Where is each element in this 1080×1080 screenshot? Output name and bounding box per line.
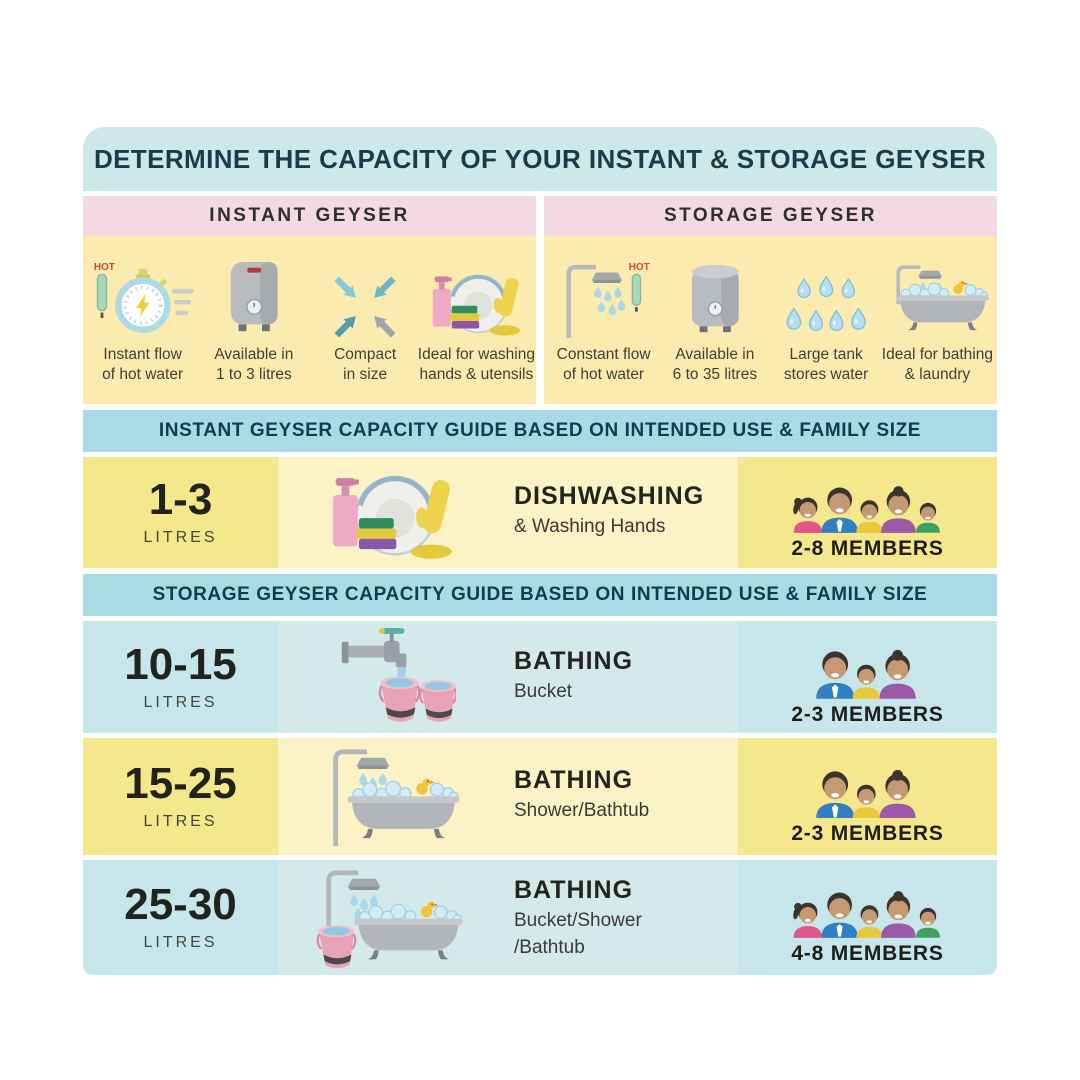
litres-unit: LITRES (143, 934, 218, 951)
storage-guide-band: STORAGE GEYSER CAPACITY GUIDE BASED ON I… (83, 574, 997, 616)
feature-caption: Ideal for washing (417, 346, 535, 363)
instant-geyser-header: INSTANT GEYSER (83, 196, 536, 236)
hot-label: HOT (629, 262, 650, 273)
shower-bucket-bathtub-icon (317, 869, 464, 969)
litres-box: 1-3 LITRES (83, 457, 278, 568)
feature-caption: Compact (334, 346, 397, 363)
dishwashing-items-icon (430, 272, 522, 338)
litres-range: 10-15 (124, 639, 237, 689)
litres-unit: LITRES (143, 693, 218, 711)
use-subtitle: & Washing Hands (514, 516, 666, 537)
geyser-capacity-infographic: DETERMINE THE CAPACITY OF YOUR INSTANT &… (83, 127, 997, 975)
litres-range: 15-25 (124, 759, 237, 808)
feature-compact: Compact in size (310, 244, 421, 404)
tap-buckets-icon (341, 627, 456, 723)
shower-hot-icon: HOT (566, 262, 650, 338)
use-title: BATHING (514, 876, 634, 904)
page-title: DETERMINE THE CAPACITY OF YOUR INSTANT &… (93, 143, 987, 174)
use-title: DISHWASHING (514, 482, 705, 510)
use-title: BATHING (514, 646, 634, 675)
members-label: 2-3 MEMBERS (791, 702, 944, 726)
use-title: BATHING (514, 766, 634, 794)
capacity-row-25-30: 25-30 LITRES BATHING Bucket/Sh (83, 860, 997, 975)
feature-bathing-laundry: Ideal for bathing & laundry (882, 244, 993, 404)
litres-unit: LITRES (143, 529, 218, 546)
bathtub-shower-icon (896, 265, 990, 331)
family-3-icon (814, 631, 922, 699)
litres-box: 25-30 LITRES (83, 860, 278, 975)
feature-available-litres-storage: Available in 6 to 35 litres (659, 244, 770, 404)
feature-caption: Large tank (789, 346, 863, 363)
feature-caption: Instant flow (103, 346, 182, 363)
capacity-row-10-15: 10-15 LITRES BATHING Bucket 2-3 MEMBERS (83, 621, 997, 733)
feature-constant-flow: HOT Constant flow of hot water (548, 244, 659, 404)
geyser-type-columns: INSTANT GEYSER HOT (83, 196, 997, 404)
use-subtitle: Bucket (514, 680, 573, 702)
hot-label: HOT (94, 262, 115, 273)
feature-caption: Available in (214, 346, 294, 363)
instant-geyser-features: HOT (83, 236, 536, 404)
litres-box: 10-15 LITRES (83, 621, 278, 733)
feature-available-litres: Available in 1 to 3 litres (198, 244, 309, 404)
litres-range: 25-30 (124, 880, 237, 929)
water-drops-icon (786, 276, 866, 332)
capacity-row-1-3: 1-3 LITRES DISHWASHING & Washing Hands 2… (83, 457, 997, 568)
title-band: DETERMINE THE CAPACITY OF YOUR INSTANT &… (83, 127, 997, 191)
feature-large-tank: Large tank stores water (771, 244, 882, 404)
instant-geyser-unit-icon (230, 261, 278, 332)
instant-geyser-column: INSTANT GEYSER HOT (83, 196, 536, 404)
compact-arrows-icon (334, 276, 396, 338)
feature-washing: Ideal for washing hands & utensils (417, 244, 535, 404)
use-subtitle: Bucket/Shower (514, 910, 642, 931)
storage-geyser-header: STORAGE GEYSER (544, 196, 997, 236)
stopwatch-speed-hot-icon: HOT (94, 262, 194, 333)
feature-instant-flow: HOT (87, 244, 198, 404)
dishwashing-icon (328, 464, 457, 562)
members-label: 4-8 MEMBERS (791, 941, 944, 965)
capacity-row-15-25: 15-25 LITRES BATHING Shower/Bathtub (83, 738, 997, 855)
litres-box: 15-25 LITRES (83, 738, 278, 855)
feature-caption: Ideal for bathing (881, 346, 993, 363)
litres-unit: LITRES (143, 813, 218, 830)
use-subtitle: Shower/Bathtub (514, 800, 650, 821)
members-label: 2-3 MEMBERS (791, 822, 944, 846)
storage-tank-icon (691, 264, 739, 333)
litres-range: 1-3 (148, 475, 213, 524)
storage-geyser-column: STORAGE GEYSER HOT (544, 196, 997, 404)
shower-bathtub-icon (333, 748, 461, 846)
feature-caption: Constant flow (556, 346, 651, 363)
storage-geyser-features: HOT Constant flow of hot water (544, 236, 997, 404)
family-5-icon (792, 468, 944, 533)
family-3-icon (814, 751, 922, 819)
instant-guide-band: INSTANT GEYSER CAPACITY GUIDE BASED ON I… (83, 410, 997, 452)
family-5-icon (792, 873, 944, 938)
feature-caption: Available in (675, 346, 755, 363)
members-label: 2-8 MEMBERS (791, 536, 944, 560)
